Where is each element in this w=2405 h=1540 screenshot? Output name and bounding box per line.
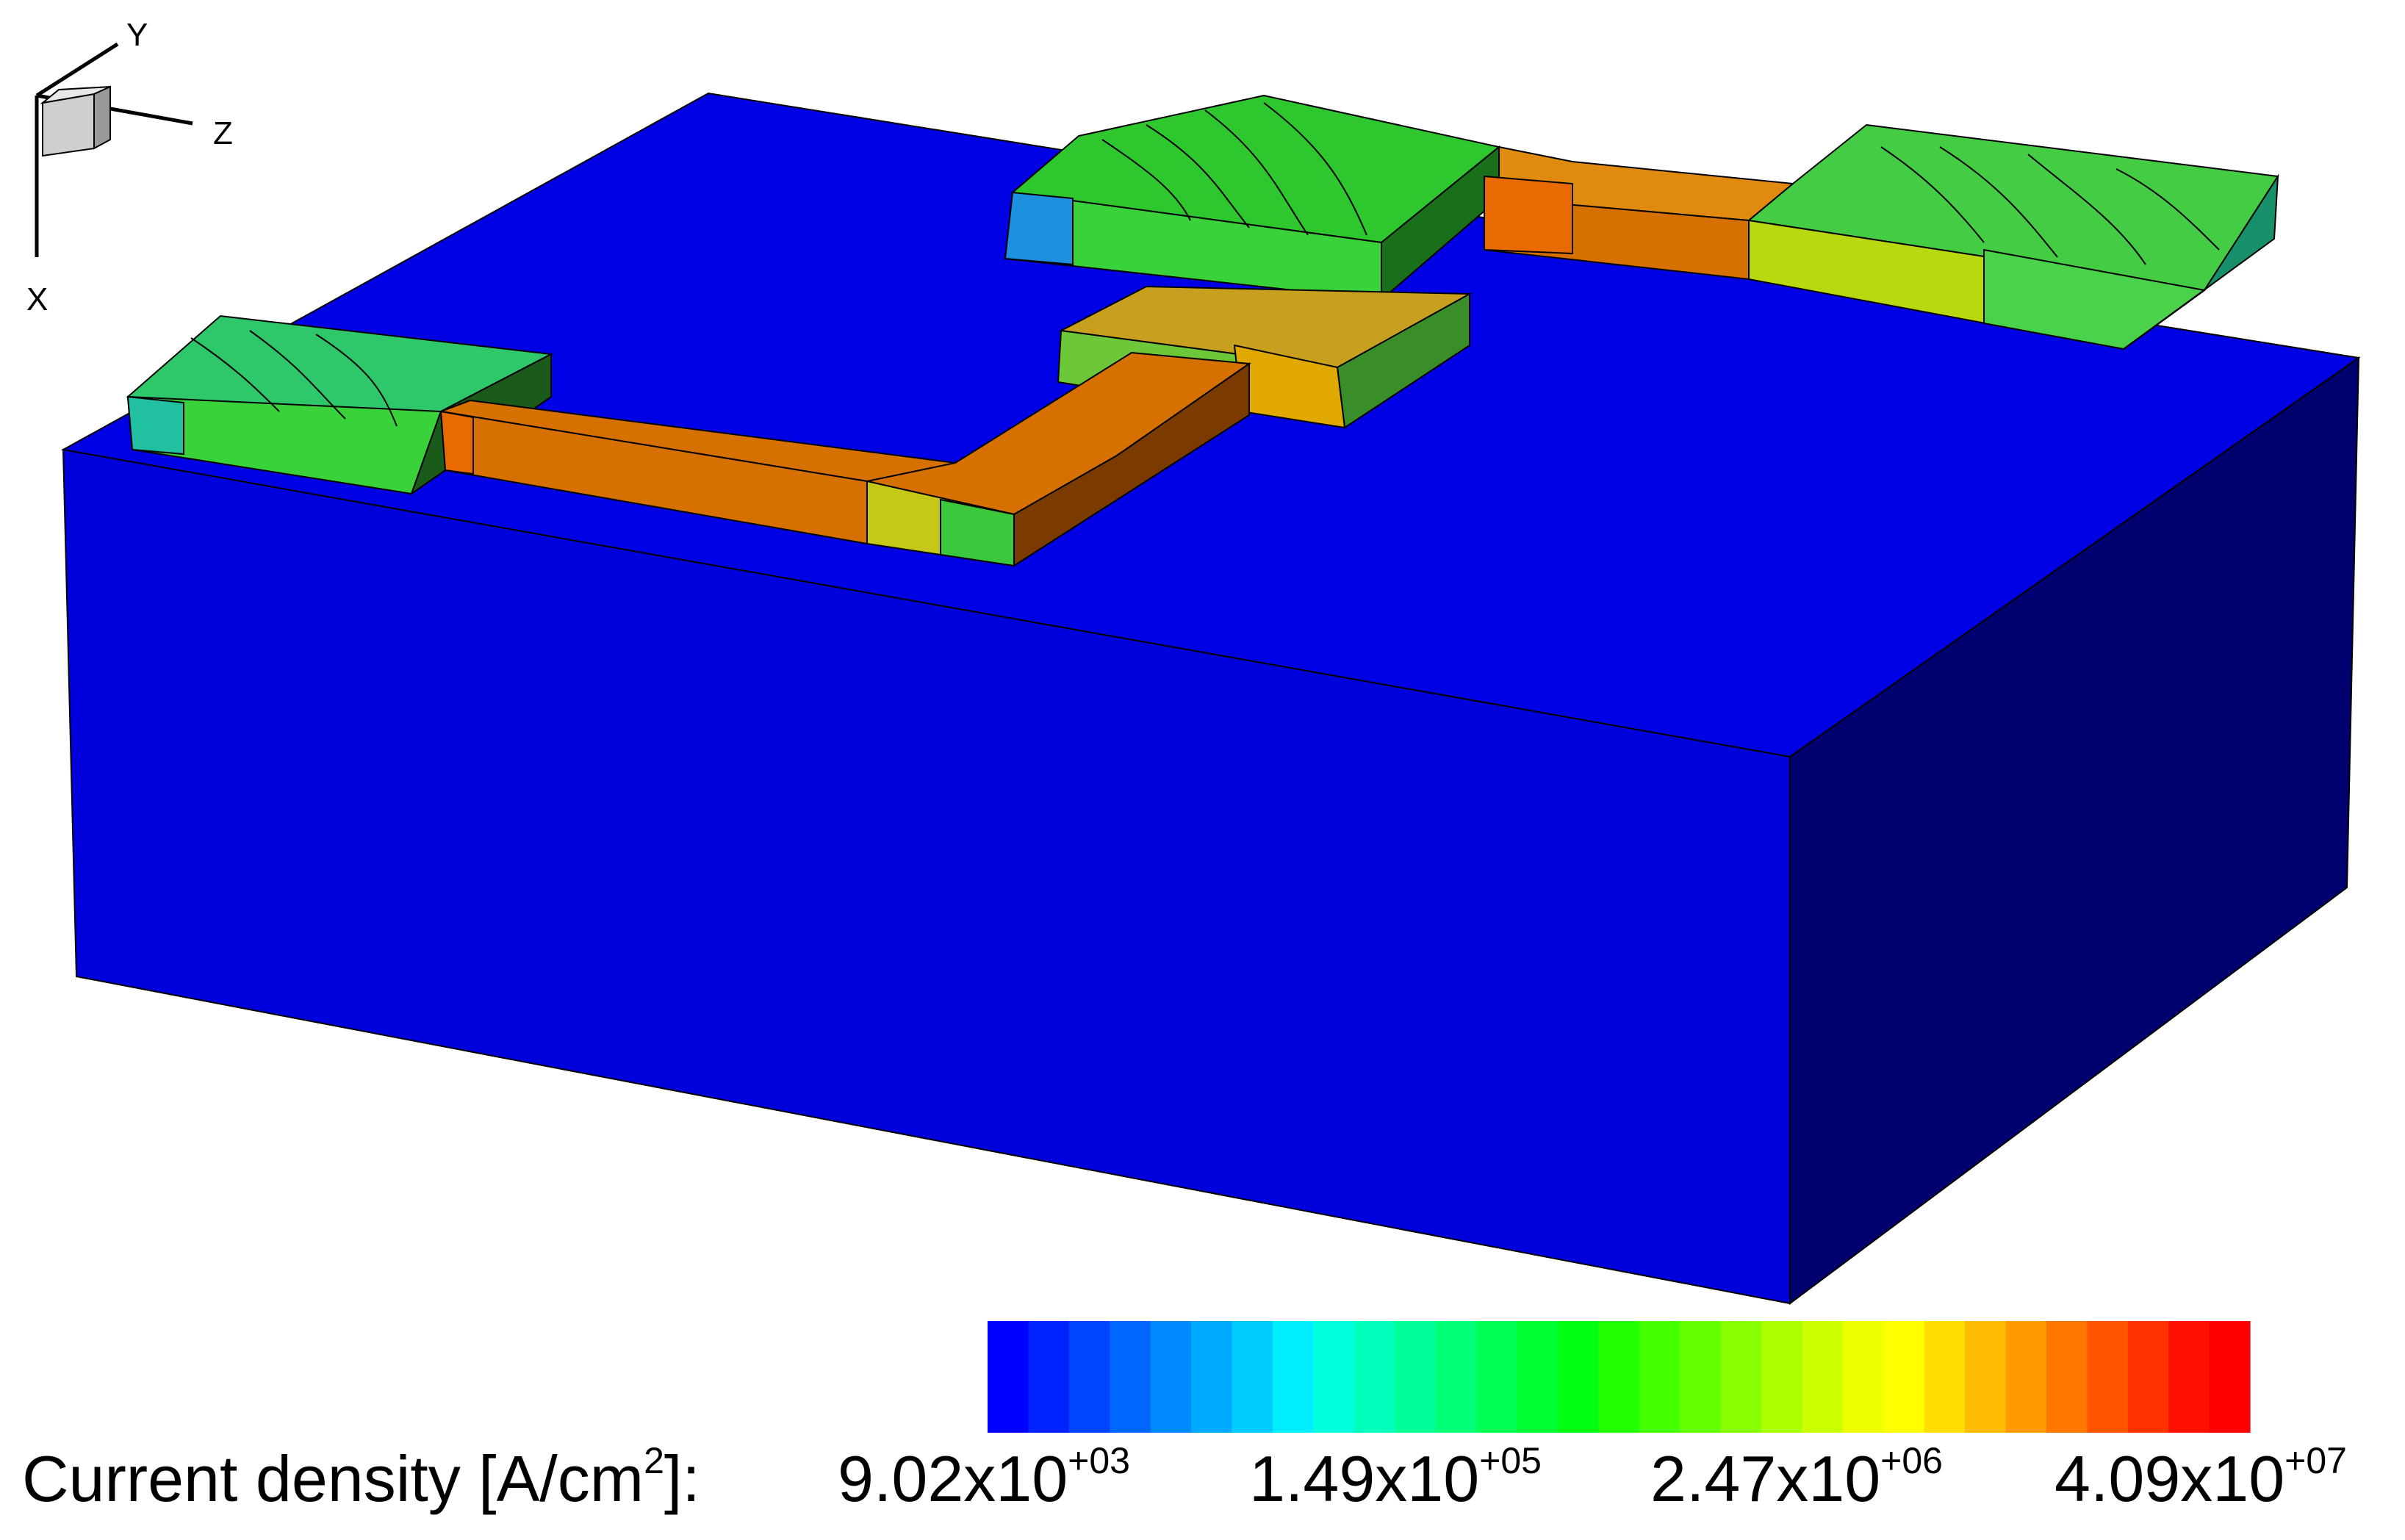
back-metal-line	[1004, 94, 2279, 350]
colorbar-swatch	[2087, 1321, 2129, 1433]
legend-row: Current density [A/cm2]: 9.02x10+03 1.49…	[22, 1439, 2403, 1519]
colorbar-swatch	[1191, 1321, 1233, 1433]
axes-triad: X Y Z	[26, 17, 233, 317]
legend-title: Current density [A/cm2]:	[22, 1440, 700, 1515]
colorbar-swatch	[988, 1321, 1029, 1433]
legend-tick-label: 9.02x10+03	[838, 1440, 1130, 1515]
colorbar-swatch	[1761, 1321, 1802, 1433]
colorbar	[988, 1321, 2251, 1433]
colorbar-swatch	[1924, 1321, 1966, 1433]
colorbar-swatch	[1395, 1321, 1437, 1433]
colorbar-swatch	[1639, 1321, 1680, 1433]
colorbar-swatch	[2046, 1321, 2088, 1433]
colorbar-swatch	[1313, 1321, 1355, 1433]
front-metal-line	[126, 314, 1251, 567]
substrate-side-face	[1789, 356, 2360, 1305]
colorbar-swatch	[2209, 1321, 2251, 1433]
z-axis-label: Z	[213, 115, 233, 151]
axes-cube-icon	[42, 93, 95, 157]
colorbar-swatch	[1110, 1321, 1151, 1433]
colorbar-swatch	[1965, 1321, 2007, 1433]
x-axis-label: X	[26, 281, 48, 317]
legend-tick-label: 4.09x10+07	[2055, 1440, 2347, 1515]
colorbar-swatch	[2005, 1321, 2047, 1433]
colorbar-swatch	[1028, 1321, 1070, 1433]
colorbar-swatch	[2127, 1321, 2169, 1433]
colorbar-swatch	[1598, 1321, 1640, 1433]
legend-tick-label: 2.47x10+06	[1650, 1440, 1943, 1515]
y-axis-line	[35, 42, 119, 98]
colorbar-swatch	[1272, 1321, 1314, 1433]
colorbar-swatch	[1883, 1321, 1925, 1433]
colorbar-swatch	[1557, 1321, 1599, 1433]
colorbar-swatch	[1720, 1321, 1762, 1433]
colorbar-swatch	[1842, 1321, 1884, 1433]
colorbar-swatch	[1680, 1321, 1722, 1433]
legend-tick-label: 1.49x10+05	[1249, 1440, 1542, 1515]
colorbar-swatch	[1476, 1321, 1518, 1433]
colorbar-swatch	[1232, 1321, 1273, 1433]
colorbar-swatch	[2168, 1321, 2210, 1433]
y-axis-label: Y	[126, 17, 148, 53]
colorbar-swatch	[1354, 1321, 1395, 1433]
colorbar-swatch	[1435, 1321, 1477, 1433]
colorbar-swatch	[1517, 1321, 1559, 1433]
colorbar-swatch	[1068, 1321, 1110, 1433]
colorbar-swatch	[1150, 1321, 1192, 1433]
colorbar-swatch	[1802, 1321, 1844, 1433]
